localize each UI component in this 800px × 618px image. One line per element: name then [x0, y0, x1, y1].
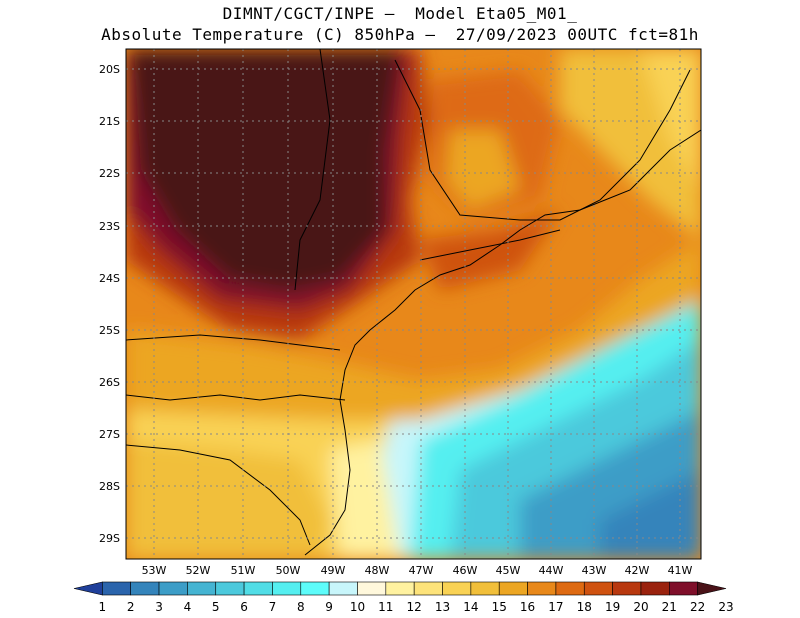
lat-label: 23S	[99, 220, 120, 233]
colorbar-label: 2	[127, 600, 135, 614]
lon-label: 48W	[365, 564, 390, 577]
lat-label: 28S	[99, 480, 120, 493]
lon-label: 47W	[409, 564, 434, 577]
colorbar-label: 1	[99, 600, 107, 614]
plot-frame	[125, 48, 702, 560]
temperature-field	[126, 49, 701, 559]
lon-label: 45W	[496, 564, 521, 577]
colorbar-swatch	[328, 581, 358, 596]
lon-label: 50W	[276, 564, 301, 577]
colorbar-swatch	[385, 581, 415, 596]
title-line-1: DIMNT/CGCT/INPE — Model Eta05_M01_	[222, 4, 578, 23]
colorbar-label: 23	[718, 600, 733, 614]
colorbar-label: 5	[212, 600, 220, 614]
colorbar-swatch	[413, 581, 443, 596]
lat-label: 22S	[99, 167, 120, 180]
title-line-2: Absolute Temperature (C) 850hPa — 27/09/…	[101, 25, 699, 44]
colorbar-label: 8	[297, 600, 305, 614]
lat-label: 29S	[99, 532, 120, 545]
lon-label: 41W	[668, 564, 693, 577]
colorbar-swatch	[357, 581, 387, 596]
colorbar-swatch	[73, 581, 103, 596]
lat-label: 21S	[99, 115, 120, 128]
colorbar-swatch	[243, 581, 273, 596]
colorbar-label: 15	[492, 600, 507, 614]
colorbar-label: 13	[435, 600, 450, 614]
colorbar-label: 20	[633, 600, 648, 614]
colorbar-label: 6	[240, 600, 248, 614]
colorbar-swatch	[498, 581, 528, 596]
colorbar-swatch	[612, 581, 642, 596]
colorbar-label: 21	[662, 600, 677, 614]
colorbar-label: 7	[269, 600, 277, 614]
coastline	[126, 49, 701, 556]
colorbar-label: 12	[407, 600, 422, 614]
colorbar-swatch	[300, 581, 330, 596]
colorbar-swatch	[640, 581, 670, 596]
lon-label: 42W	[625, 564, 650, 577]
colorbar-label: 19	[605, 600, 620, 614]
colorbar-label: 3	[155, 600, 163, 614]
colorbar-swatch	[158, 581, 188, 596]
lat-label: 24S	[99, 272, 120, 285]
lon-label: 53W	[142, 564, 167, 577]
colorbar-swatch	[187, 581, 217, 596]
colorbar-swatch	[555, 581, 585, 596]
colorbar-swatch	[470, 581, 500, 596]
lon-label: 51W	[231, 564, 256, 577]
colorbar-label: 4	[184, 600, 192, 614]
colorbar-swatch	[583, 581, 613, 596]
lon-label: 46W	[453, 564, 478, 577]
lon-label: 49W	[321, 564, 346, 577]
colorbar-label: 18	[577, 600, 592, 614]
colorbar: 1 2 3 4 5 6 7 8 9 10 11 12 13 14 15 16 17 18 19 20 21 22 23	[73, 581, 734, 614]
lat-labels: 20S 21S 22S 23S 24S 25S 26S 27S 28S 29S	[99, 63, 120, 545]
lon-label: 52W	[186, 564, 211, 577]
colorbar-swatch	[669, 581, 698, 596]
colorbar-label: 16	[520, 600, 535, 614]
colorbar-swatch	[272, 581, 302, 596]
lat-label: 20S	[99, 63, 120, 76]
colorbar-swatch	[442, 581, 472, 596]
lat-label: 26S	[99, 376, 120, 389]
colorbar-label: 22	[690, 600, 705, 614]
lat-label: 25S	[99, 324, 120, 337]
colorbar-swatch	[527, 581, 557, 596]
colorbar-swatch	[130, 581, 160, 596]
graticule	[126, 49, 701, 559]
lat-label: 27S	[99, 428, 120, 441]
colorbar-label: 17	[548, 600, 563, 614]
colorbar-label: 10	[350, 600, 365, 614]
lon-labels: 53W 52W 51W 50W 49W 48W 47W 46W 45W 44W …	[142, 564, 693, 577]
colorbar-label: 11	[378, 600, 393, 614]
colorbar-label: 9	[325, 600, 333, 614]
lon-label: 44W	[539, 564, 564, 577]
colorbar-swatch	[102, 581, 131, 596]
colorbar-swatch	[215, 581, 245, 596]
colorbar-swatch	[697, 581, 727, 596]
colorbar-label: 14	[463, 600, 478, 614]
lon-label: 43W	[582, 564, 607, 577]
